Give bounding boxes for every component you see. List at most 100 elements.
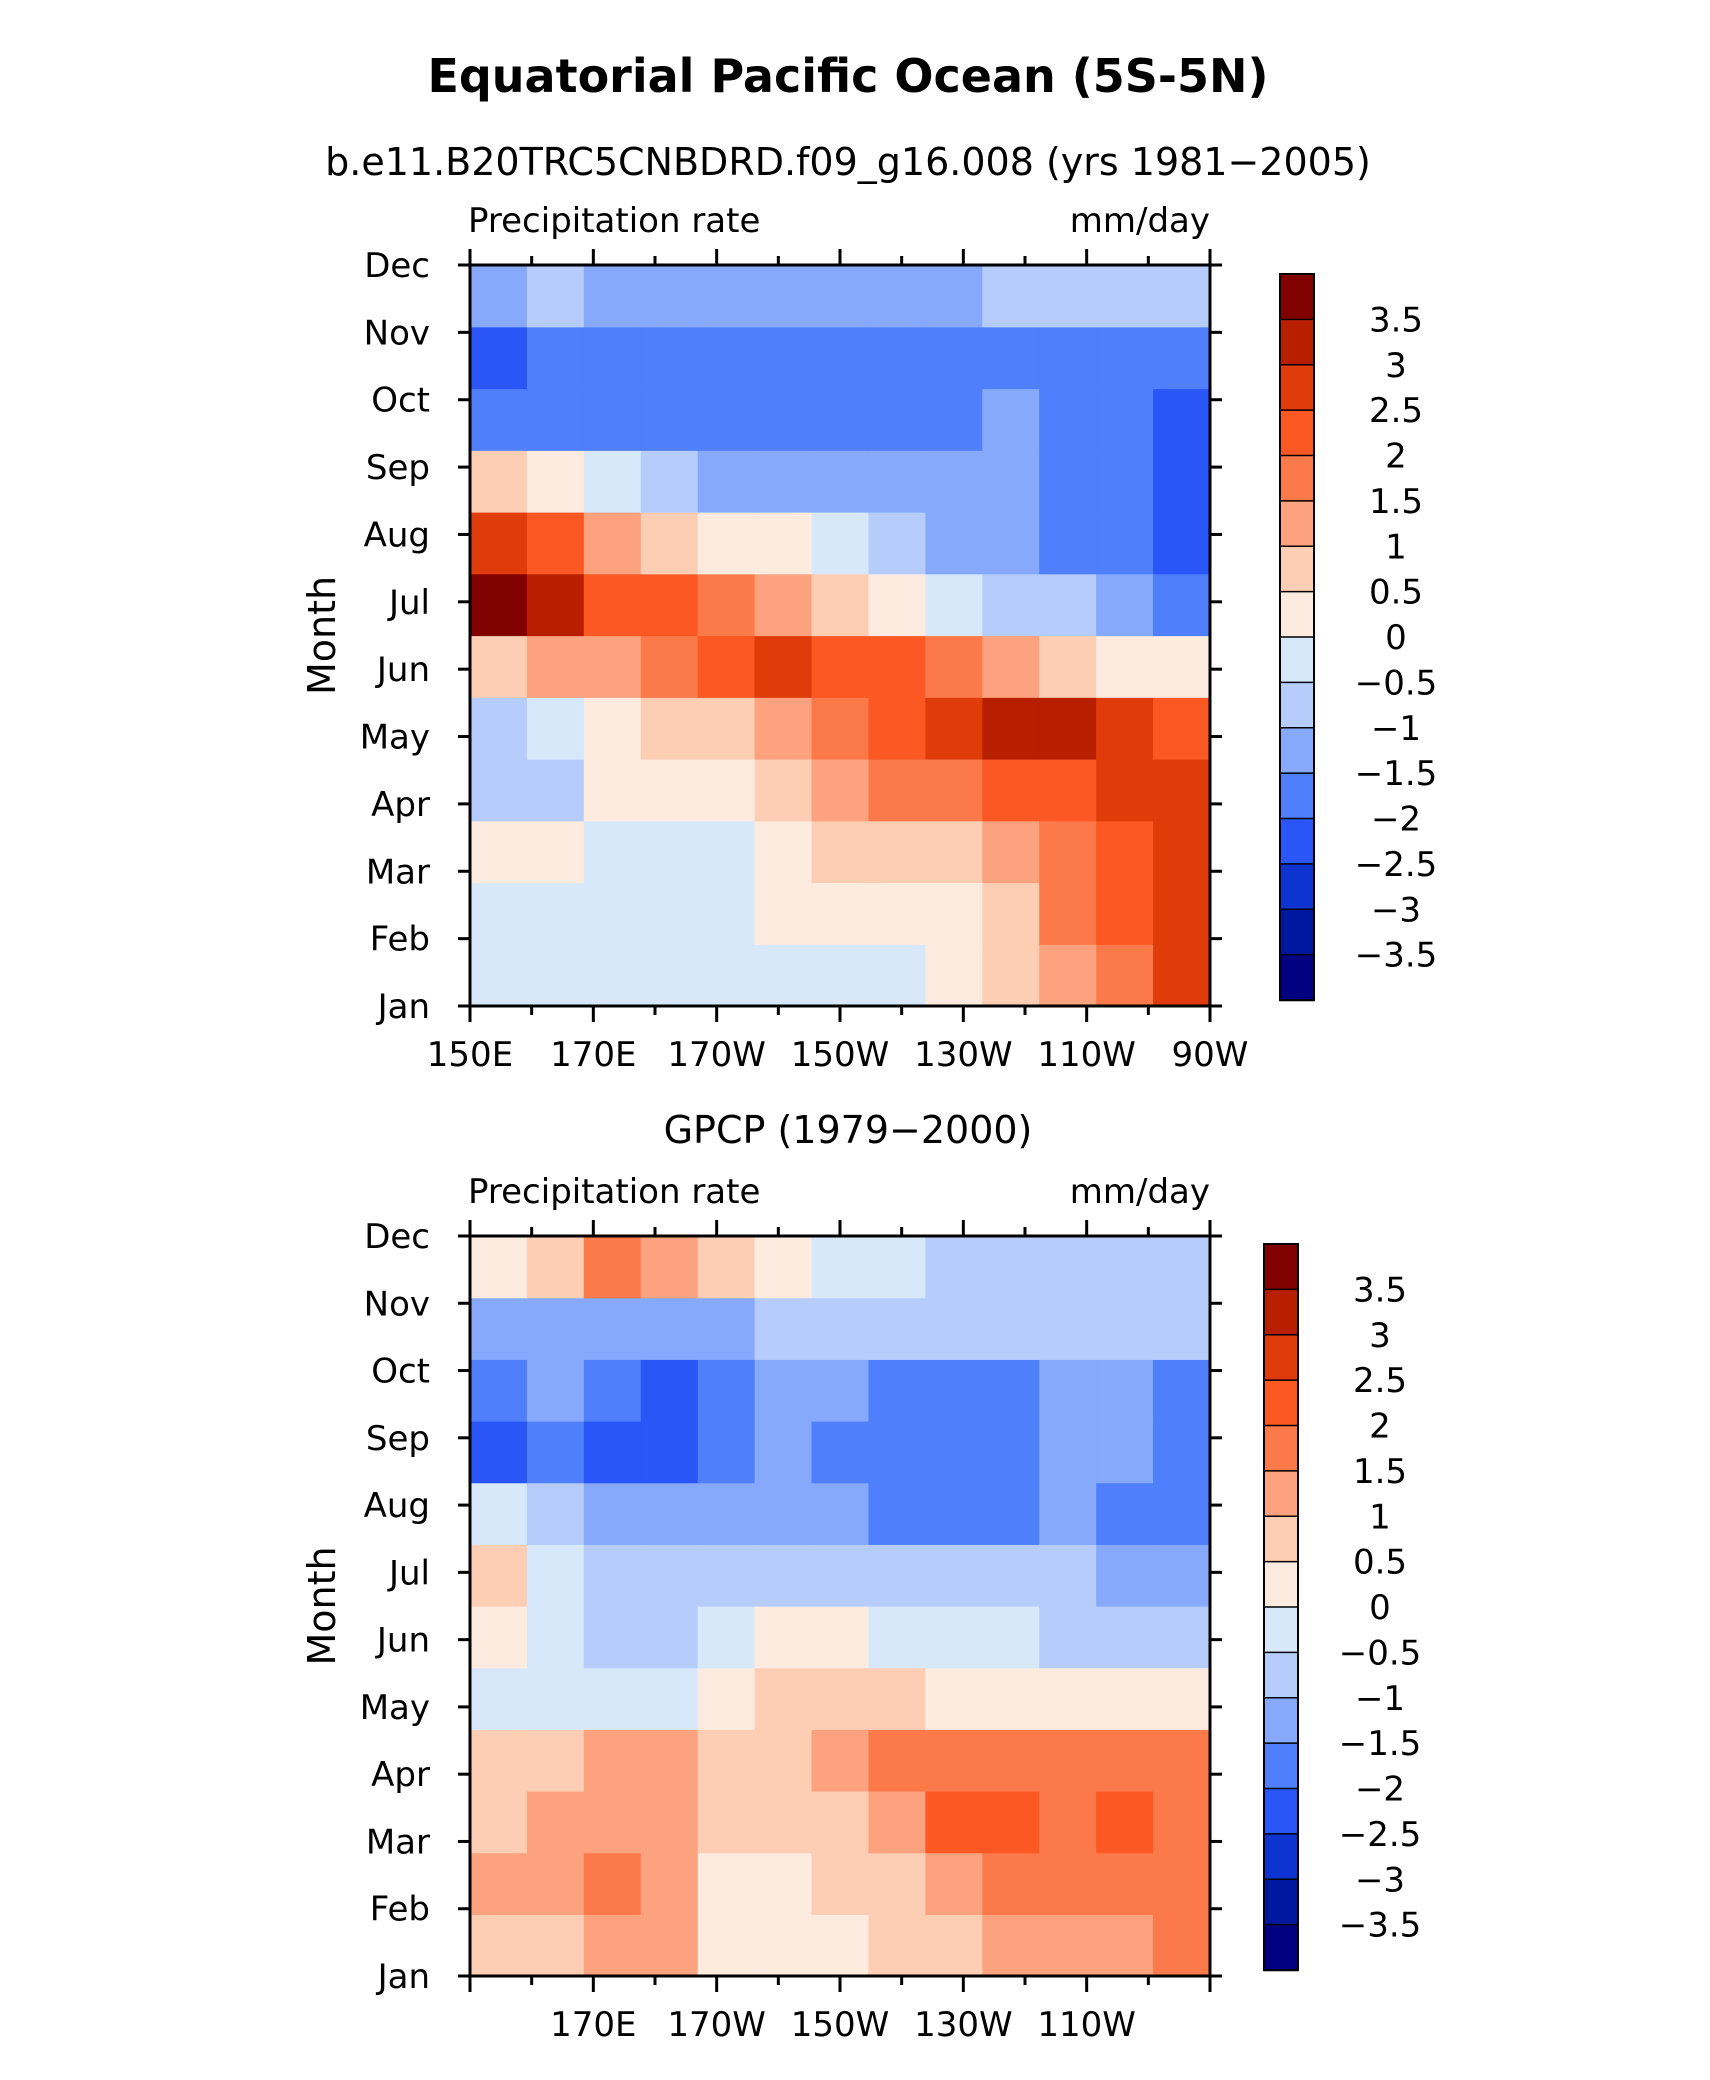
colorbar-box	[1279, 273, 1315, 321]
heatmap-cell	[754, 1606, 813, 1669]
colorbar-box	[1263, 1470, 1299, 1518]
colorbar-frame	[1263, 1243, 1299, 1971]
heatmap-cell	[470, 635, 528, 698]
heatmap-cell	[583, 388, 642, 451]
heatmap-cell	[811, 944, 870, 1007]
colorbar-label: −1.5	[1355, 754, 1438, 794]
heatmap-cell	[811, 882, 870, 945]
heatmap-cell	[640, 1236, 699, 1299]
x-tick-label: 150W	[791, 2005, 890, 2045]
heatmap-cell	[925, 1852, 983, 1915]
colorbar-label: −0.5	[1355, 663, 1438, 703]
heatmap-cell	[1039, 388, 1097, 451]
y-tick-label: Jun	[375, 650, 430, 690]
heatmap-cell	[1096, 573, 1154, 637]
x-tick-label: 130W	[914, 1035, 1013, 1075]
heatmap-cell	[811, 820, 870, 884]
heatmap-cell	[1039, 759, 1097, 822]
heatmap-cell	[982, 1606, 1040, 1669]
heatmap-cell	[754, 1667, 813, 1730]
y-tick-label: Jun	[375, 1621, 430, 1661]
heatmap-cell	[868, 1297, 926, 1360]
y-tick-label: Sep	[366, 448, 430, 488]
heatmap-cell	[1153, 1852, 1211, 1915]
heatmap-cell	[526, 1729, 585, 1792]
heatmap-cell	[982, 1297, 1040, 1360]
heatmap-cell	[526, 1791, 585, 1854]
heatmap-cell	[1153, 1359, 1211, 1422]
heatmap-cell	[697, 1359, 756, 1422]
colorbar-label: 0	[1385, 618, 1407, 658]
heatmap-cell	[583, 697, 642, 760]
heatmap-cell	[526, 1421, 585, 1484]
heatmap-cell	[640, 1791, 699, 1854]
heatmap-cell	[1096, 697, 1154, 760]
heatmap-cell	[1039, 512, 1097, 575]
variable-label: Precipitation rate	[468, 1172, 760, 1212]
heatmap-cell	[697, 1236, 756, 1299]
colorbar-label: 3.5	[1353, 1270, 1407, 1310]
heatmap-cell	[526, 326, 585, 390]
unit-label: mm/day	[1070, 1172, 1210, 1212]
heatmap-cell	[868, 1852, 926, 1915]
y-tick-label: Jan	[376, 987, 430, 1027]
heatmap-cell	[982, 944, 1040, 1007]
heatmap-cell	[526, 1544, 585, 1607]
heatmap-cell	[583, 1606, 642, 1669]
heatmap-cell	[470, 944, 528, 1007]
heatmap-cell	[1153, 450, 1211, 513]
heatmap-cell	[1096, 635, 1154, 698]
heatmap-cell	[470, 1852, 528, 1915]
heatmap-cell	[1039, 326, 1097, 390]
heatmap-cell	[1153, 1236, 1211, 1299]
heatmap-cell	[640, 326, 699, 390]
y-tick-label: Oct	[371, 381, 430, 421]
colorbar-label: 3.5	[1369, 300, 1423, 340]
y-tick-label: Mar	[366, 852, 430, 892]
heatmap-cell	[811, 1667, 870, 1730]
heatmap-cell	[925, 820, 983, 884]
heatmap-cell	[982, 1421, 1040, 1484]
heatmap-cell	[470, 1236, 528, 1299]
heatmap-cell	[526, 388, 585, 451]
heatmap-cell	[697, 1852, 756, 1915]
heatmap-cell	[640, 1667, 699, 1730]
y-axis-label: Month	[300, 1546, 344, 1665]
heatmap-cell	[697, 882, 756, 945]
colorbar-label: 0	[1369, 1588, 1391, 1628]
heatmap-cell	[925, 1297, 983, 1360]
heatmap-cell	[1096, 820, 1154, 884]
heatmap-cell	[1153, 1297, 1211, 1360]
heatmap-cell	[868, 1482, 926, 1545]
colorbar-box	[1279, 318, 1315, 367]
heatmap-cell	[868, 512, 926, 575]
heatmap-cell	[754, 759, 813, 822]
heatmap-cell	[583, 1791, 642, 1854]
heatmap-cell	[1153, 1421, 1211, 1484]
colorbar-box	[1263, 1878, 1299, 1926]
colorbar-label: 3	[1385, 346, 1407, 386]
heatmap-cell	[1096, 388, 1154, 451]
colorbar-label: 1	[1385, 527, 1407, 567]
heatmap-cell	[697, 1791, 756, 1854]
heatmap-cells	[470, 265, 1211, 1007]
heatmap-cell	[868, 1729, 926, 1792]
heatmap-cell	[697, 944, 756, 1007]
heatmap-cell	[1039, 1421, 1097, 1484]
heatmap-cell	[754, 882, 813, 945]
heatmap-cell	[1153, 759, 1211, 822]
heatmap-cell	[697, 1421, 756, 1484]
heatmap-cell	[697, 326, 756, 390]
heatmap-cell	[697, 1606, 756, 1669]
colorbar-label: −2.5	[1339, 1815, 1422, 1855]
heatmap-cell	[526, 512, 585, 575]
heatmap-cell	[583, 450, 642, 513]
heatmap-cell	[1153, 388, 1211, 451]
heatmap-cell	[640, 450, 699, 513]
y-tick-label: Jan	[376, 1957, 430, 1997]
heatmap-cell	[583, 1297, 642, 1360]
heatmap-cell	[754, 820, 813, 884]
heatmap-cell	[754, 1421, 813, 1484]
heatmap-cell	[583, 265, 642, 328]
